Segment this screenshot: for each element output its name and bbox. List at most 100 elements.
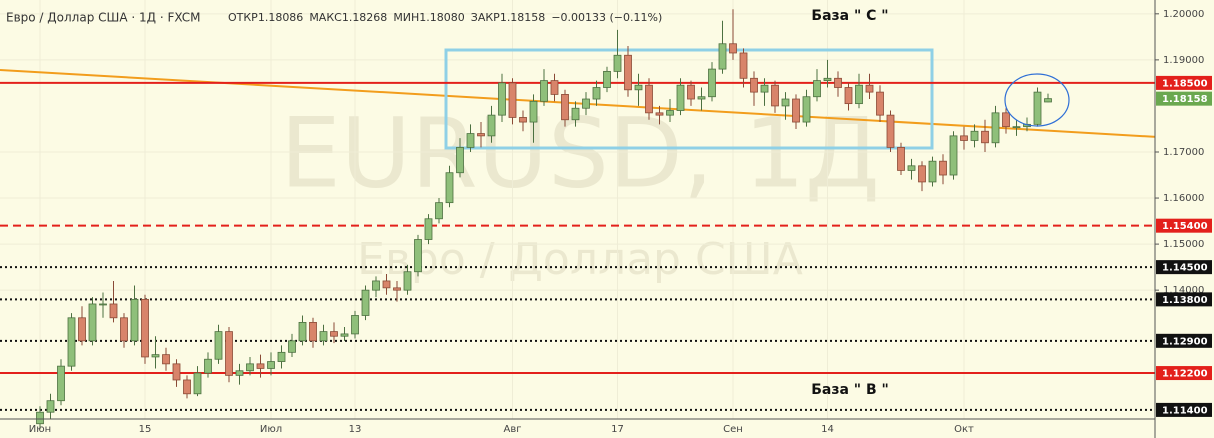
trend-line: [0, 69, 1159, 138]
candle-body: [949, 135, 958, 176]
candle-body: [151, 354, 160, 358]
candle-body: [46, 400, 55, 413]
candle-body: [246, 363, 254, 372]
candle-body: [813, 80, 821, 98]
candle-body: [970, 130, 979, 141]
annotation: База " В ": [811, 382, 889, 398]
stats: ОТКР1.18086 МАКС1.18268 МИН1.18080 ЗАКР1.18…: [228, 11, 662, 24]
x-tick-label: Июн: [29, 424, 51, 435]
level-tag: [1156, 402, 1212, 417]
candle-body: [508, 82, 517, 118]
candle-body: [1012, 126, 1021, 129]
candle-body: [571, 107, 580, 121]
candle-body: [330, 331, 338, 337]
candle-body: [214, 331, 223, 360]
candle-body: [939, 160, 947, 176]
axis-labels: 1.20000 1.19000 1.17000 1.16000 1.15000 1.140…: [29, 9, 1212, 435]
candle-body: [288, 340, 296, 353]
x-tick-label: 17: [611, 424, 624, 435]
candle-body: [36, 411, 44, 425]
candle-body: [750, 77, 758, 93]
level-label: 1.15400: [1162, 221, 1208, 232]
chart-title: Евро / Доллар США · 1Д · FXCM: [6, 11, 200, 25]
candle-body: [645, 84, 653, 114]
candle-body: [771, 84, 779, 107]
x-tick-label: Окт: [954, 424, 974, 435]
candle-body: [109, 303, 118, 319]
level-label: 1.12900: [1162, 336, 1208, 347]
y-tick-label: 1.19000: [1163, 55, 1204, 66]
candle-body: [319, 331, 328, 342]
candle-body: [844, 87, 853, 105]
x-tick-label: 14: [821, 424, 834, 435]
candle-body: [340, 333, 349, 337]
y-tick-label: 1.16000: [1163, 193, 1204, 204]
candle-body: [267, 361, 275, 369]
candle-body: [666, 110, 674, 116]
candle-body: [823, 77, 832, 81]
candle-body: [372, 280, 380, 291]
candle-body: [78, 317, 86, 342]
candle-body: [88, 303, 97, 342]
y-tick-label: 1.14000: [1163, 285, 1204, 296]
candle-body: [550, 80, 559, 95]
candle-body: [529, 100, 538, 123]
candle-body: [172, 363, 181, 381]
candle-body: [865, 84, 874, 93]
candle-body: [792, 98, 800, 123]
candle-body: [141, 298, 149, 358]
level-label: 1.13800: [1162, 295, 1208, 306]
level-tag: [1156, 218, 1212, 233]
stat: ОТКР1.18086: [228, 11, 303, 24]
candle-body: [634, 84, 643, 91]
candle-body: [183, 379, 191, 395]
level-label: 1.18500: [1162, 78, 1208, 89]
candle-body: [1002, 112, 1010, 128]
candle-body: [67, 317, 76, 367]
candle-body: [687, 84, 695, 100]
level-label: 1.12200: [1162, 369, 1208, 380]
y-tick-label: 1.15000: [1163, 239, 1204, 250]
x-tick-label: Авг: [504, 424, 522, 435]
candle-body: [225, 331, 233, 376]
candle-body: [624, 54, 632, 91]
candle-body: [435, 202, 443, 220]
candle-body: [613, 54, 622, 72]
candle-body: [991, 112, 1000, 144]
annotation: База " С ": [811, 8, 888, 24]
candle-body: [309, 321, 317, 342]
candle-body: [760, 84, 769, 93]
candle-body: [655, 112, 664, 116]
stat: МИН1.18080: [393, 11, 464, 24]
candle-body: [498, 82, 506, 116]
candle-body: [603, 70, 611, 88]
candle-body: [897, 146, 905, 171]
candle-body: [130, 298, 139, 342]
last-price-tag: [1156, 91, 1212, 106]
stat: ЗАКР1.18158: [471, 11, 546, 24]
candle-body: [445, 172, 454, 204]
level-label: 1.11400: [1162, 405, 1208, 416]
candle-body: [162, 354, 170, 365]
candle-body: [676, 84, 685, 111]
level-tag: [1156, 292, 1212, 307]
candle-body: [1033, 91, 1042, 125]
candle-body: [781, 98, 790, 107]
underlay: [0, 0, 1155, 419]
level-label: 1.14500: [1162, 263, 1208, 274]
candle-body: [298, 321, 307, 342]
candle-body: [277, 351, 286, 362]
candle-body: [393, 287, 401, 291]
candle-body: [256, 363, 265, 369]
candle-body: [120, 317, 128, 342]
candle-body: [351, 315, 359, 335]
level-tag: [1156, 366, 1212, 381]
candle-body: [592, 87, 601, 100]
candle-body: [477, 133, 485, 137]
y-tick-label: 1.20000: [1163, 9, 1204, 20]
candle-body: [540, 80, 548, 102]
candle-body: [697, 96, 706, 100]
x-tick-label: 13: [349, 424, 362, 435]
